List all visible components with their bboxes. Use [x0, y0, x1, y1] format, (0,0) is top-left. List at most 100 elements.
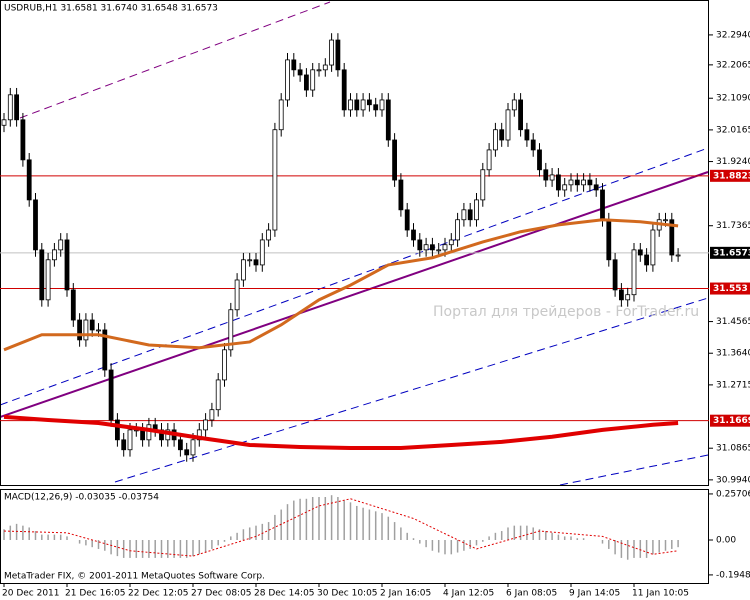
candle-body: [259, 239, 265, 266]
x-tick-label: 4 Jan 12:05: [443, 589, 494, 599]
candle-body: [247, 259, 253, 262]
y-tick-label: 32.2940: [716, 30, 750, 40]
x-tick-label: 9 Jan 14:05: [569, 589, 620, 599]
x-tick-label: 11 Jan 10:05: [632, 589, 689, 599]
y-tick-label: 31.7365: [716, 221, 750, 231]
candle-body: [70, 289, 76, 321]
level-label: 31.8823: [713, 171, 750, 181]
candle-body: [587, 179, 593, 186]
candle-body: [537, 149, 542, 171]
candle-body: [379, 99, 385, 111]
moving-average: [3, 414, 679, 451]
candle-body: [360, 99, 366, 111]
y-tick-label: 0.00: [716, 535, 736, 545]
candle-body: [234, 279, 240, 311]
candle-body: [297, 69, 303, 76]
candle-body: [619, 289, 624, 301]
level-label: 31.1669: [713, 416, 750, 426]
candle-body: [549, 174, 555, 181]
y-tick-label: 32.2065: [716, 60, 750, 70]
footer: MetaTrader FIX, © 2001-2011 MetaQuotes S…: [4, 572, 265, 582]
y-tick-label: -0.19484: [716, 570, 750, 580]
candle-body: [574, 179, 580, 186]
candle-body: [461, 209, 467, 221]
candle-body: [20, 119, 26, 161]
candle-body: [442, 244, 448, 251]
y-tick-label: 31.4565: [716, 317, 750, 327]
candle-body: [600, 189, 605, 221]
y-tick-label: 31.0865: [716, 444, 750, 454]
candle-body: [606, 219, 612, 261]
candle-body: [524, 129, 530, 141]
candle-body: [316, 69, 322, 72]
candle-body: [26, 159, 32, 201]
candle-body: [581, 179, 586, 186]
candle-body: [240, 259, 246, 281]
candle-body: [669, 219, 675, 256]
candle-body: [1, 119, 7, 126]
candle-body: [398, 179, 404, 211]
candle-body: [518, 99, 523, 131]
candle-body: [45, 259, 51, 301]
candle-body: [385, 99, 391, 141]
candle-body: [568, 179, 574, 186]
candle-body: [121, 439, 127, 451]
candle-body: [39, 249, 45, 301]
candle-body: [499, 129, 505, 141]
candle-body: [650, 229, 656, 266]
candle-body: [423, 244, 429, 251]
candle-body: [429, 244, 435, 251]
candle-body: [177, 439, 183, 451]
candle-body: [96, 329, 101, 332]
candle-body: [115, 419, 120, 441]
candle-body: [354, 99, 360, 111]
candle-body: [467, 209, 473, 221]
candle-body: [530, 139, 536, 151]
candle-body: [203, 419, 209, 431]
candle-body: [474, 199, 479, 221]
level-label-box: [710, 414, 750, 427]
candle-body: [291, 59, 297, 71]
candle-body: [140, 429, 146, 441]
level-label-box: [710, 282, 750, 295]
candle-body: [14, 94, 20, 121]
candle-body: [492, 129, 498, 151]
y-tick-label: 31.3640: [716, 349, 750, 359]
candle-body: [556, 174, 561, 191]
candle-body: [303, 74, 309, 91]
chart-title: USDRUB,H1 31.6581 31.6740 31.6548 31.657…: [4, 4, 218, 14]
y-tick-label: 31.9240: [716, 157, 750, 167]
candle-body: [366, 99, 372, 106]
candle-body: [543, 169, 549, 181]
macd-label: MACD(12,26,9) -0.03035 -0.03754: [4, 493, 159, 503]
moving-average: [3, 218, 679, 352]
candle-body: [348, 99, 353, 111]
candle-body: [253, 259, 259, 266]
candle-body: [341, 69, 347, 111]
candle-body: [631, 249, 637, 296]
candle-body: [222, 349, 227, 381]
candle-body: [83, 319, 89, 341]
candle-body: [411, 229, 416, 241]
candle-body: [184, 449, 190, 456]
candle-body: [190, 439, 196, 456]
candle-body: [663, 219, 668, 222]
macd-signal: [3, 498, 679, 557]
candle-body: [505, 109, 511, 141]
candle-body: [562, 184, 568, 191]
trend-line: [0, 171, 709, 418]
level-label: 31.6573: [713, 248, 750, 258]
level-label-box: [710, 169, 750, 182]
candle-body: [612, 259, 618, 291]
candle-body: [511, 99, 517, 111]
x-tick-label: 22 Dec 12:05: [128, 589, 189, 599]
candle-body: [146, 424, 152, 441]
candle-body: [108, 369, 114, 421]
candle-body: [329, 39, 335, 66]
x-tick-label: 28 Dec 14:05: [254, 589, 315, 599]
candle-body: [625, 294, 631, 301]
channel-line: [19, 1, 331, 119]
y-tick-label: 32.1090: [716, 94, 750, 104]
candle-body: [196, 429, 202, 441]
